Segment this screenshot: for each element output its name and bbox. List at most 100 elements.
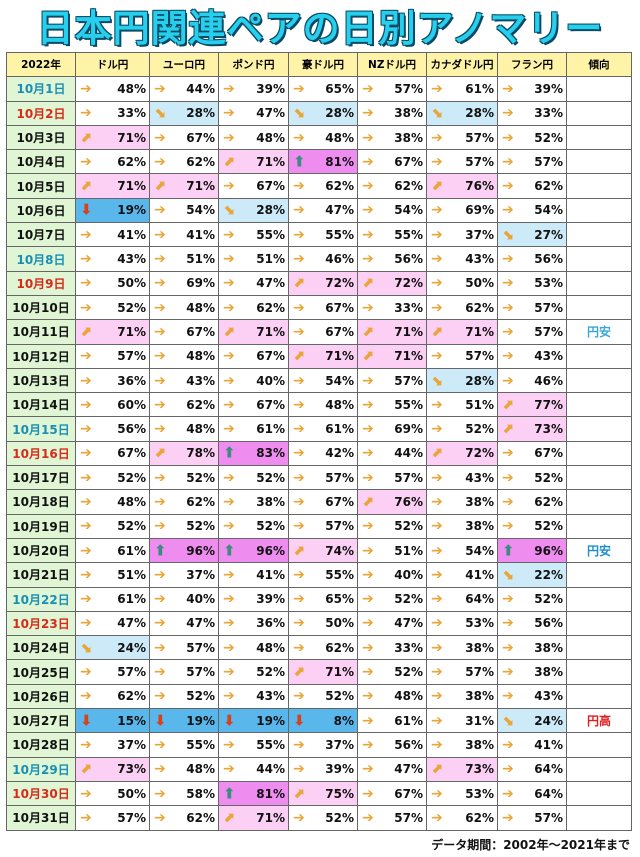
value-cell: ⬈ 71% xyxy=(357,343,427,369)
table-row: 10月28日 ➔ 37% ➔ 55% ➔ 55% ➔ 37% ➔ 56% ➔ 38% ➔ 41% xyxy=(6,732,632,758)
right-arrow-icon: ➔ xyxy=(502,153,514,170)
right-arrow-icon: ➔ xyxy=(223,639,235,656)
value-text: 62% xyxy=(186,397,215,412)
value-text: 67% xyxy=(186,130,215,145)
value-cell: ⬆ 83% xyxy=(218,440,289,467)
value-cell: ➔ 38% xyxy=(426,513,498,539)
up-arrow-icon: ⬆ xyxy=(223,784,236,803)
right-arrow-icon: ➔ xyxy=(431,566,443,583)
value-cell: ➔ 54% xyxy=(149,197,219,224)
value-text: 48% xyxy=(186,422,215,437)
right-arrow-icon: ➔ xyxy=(293,251,305,268)
right-arrow-icon: ➔ xyxy=(223,396,235,413)
value-cell: ➔ 41% xyxy=(426,562,498,588)
value-cell: ➔ 42% xyxy=(288,440,358,467)
right-arrow-icon: ➔ xyxy=(293,761,305,778)
value-text: 48% xyxy=(325,397,354,412)
value-text: 67% xyxy=(117,446,146,461)
value-text: 62% xyxy=(534,494,563,509)
value-cell: ➔ 43% xyxy=(497,683,567,710)
trend-cell xyxy=(566,659,632,685)
value-cell: ⬈ 71% xyxy=(75,173,150,199)
value-text: 43% xyxy=(465,252,494,267)
value-text: 62% xyxy=(325,640,354,655)
value-text: 71% xyxy=(256,810,285,825)
value-text: 28% xyxy=(256,203,285,218)
value-cell: ➔ 55% xyxy=(218,732,289,758)
right-arrow-icon: ➔ xyxy=(293,178,305,195)
value-cell: ➔ 44% xyxy=(149,76,219,102)
trend-cell xyxy=(566,805,632,831)
right-arrow-icon: ➔ xyxy=(362,299,374,316)
value-text: 67% xyxy=(394,154,423,169)
value-cell: ⬈ 78% xyxy=(149,440,219,467)
value-text: 52% xyxy=(256,665,285,680)
right-arrow-icon: ➔ xyxy=(154,348,166,365)
value-cell: ➔ 69% xyxy=(357,416,427,442)
right-arrow-icon: ➔ xyxy=(223,493,235,510)
right-arrow-icon: ➔ xyxy=(80,445,92,462)
value-cell: ➔ 62% xyxy=(75,683,150,710)
value-text: 52% xyxy=(325,810,354,825)
right-arrow-icon: ➔ xyxy=(362,591,374,608)
value-cell: ⬊ 28% xyxy=(149,100,219,126)
value-cell: ➔ 57% xyxy=(497,294,567,321)
value-text: 73% xyxy=(117,762,146,777)
value-cell: ➔ 37% xyxy=(288,732,358,758)
down-right-arrow-icon: ⬊ xyxy=(154,105,166,122)
value-text: 47% xyxy=(394,616,423,631)
up-arrow-icon: ⬆ xyxy=(223,443,236,462)
value-text: 57% xyxy=(465,130,494,145)
value-cell: ➔ 64% xyxy=(426,586,498,612)
value-cell: ➔ 57% xyxy=(149,635,219,661)
value-text: 47% xyxy=(256,276,285,291)
value-text: 61% xyxy=(117,592,146,607)
right-arrow-icon: ➔ xyxy=(80,105,92,122)
table-row: 10月8日 ➔ 43% ➔ 51% ➔ 51% ➔ 46% ➔ 56% ➔ 43% ➔ 56% xyxy=(6,246,632,272)
value-text: 55% xyxy=(394,397,423,412)
value-cell: ➔ 52% xyxy=(357,513,427,539)
right-arrow-icon: ➔ xyxy=(293,566,305,583)
date-cell: 10月12日 xyxy=(6,343,76,369)
table-row: 10月22日 ➔ 61% ➔ 40% ➔ 39% ➔ 65% ➔ 52% ➔ 64% ➔ 52% xyxy=(6,586,632,612)
value-cell: ➔ 57% xyxy=(426,659,498,685)
value-cell: ⬆ 96% xyxy=(149,537,219,564)
right-arrow-icon: ➔ xyxy=(154,664,166,681)
right-arrow-icon: ➔ xyxy=(223,251,235,268)
value-cell: ➔ 40% xyxy=(218,367,289,394)
value-cell: ⬈ 73% xyxy=(497,416,567,442)
value-cell: ➔ 46% xyxy=(497,367,567,394)
header-nzdjpy: NZドル円 xyxy=(357,51,427,78)
value-text: 39% xyxy=(256,81,285,96)
value-text: 65% xyxy=(325,592,354,607)
date-cell: 10月3日 xyxy=(6,124,76,151)
date-cell: 10月27日 xyxy=(6,708,76,734)
right-arrow-icon: ➔ xyxy=(502,591,514,608)
value-text: 62% xyxy=(394,179,423,194)
value-cell: ⬈ 72% xyxy=(357,270,427,296)
table-row: 10月12日 ➔ 57% ➔ 48% ➔ 67% ⬈ 71% ⬈ 71% ➔ 57% ➔ 43% xyxy=(6,343,632,369)
value-text: 62% xyxy=(117,154,146,169)
value-cell: ➔ 54% xyxy=(497,197,567,224)
value-text: 58% xyxy=(186,786,215,801)
right-arrow-icon: ➔ xyxy=(223,761,235,778)
value-text: 53% xyxy=(465,786,494,801)
value-text: 55% xyxy=(325,227,354,242)
value-text: 39% xyxy=(256,592,285,607)
value-cell: ➔ 62% xyxy=(75,149,150,175)
value-cell: ➔ 69% xyxy=(426,197,498,224)
right-arrow-icon: ➔ xyxy=(80,251,92,268)
right-arrow-icon: ➔ xyxy=(154,80,166,97)
value-text: 46% xyxy=(534,373,563,388)
right-arrow-icon: ➔ xyxy=(80,785,92,802)
value-cell: ➔ 51% xyxy=(75,562,150,588)
right-arrow-icon: ➔ xyxy=(80,299,92,316)
value-text: 69% xyxy=(394,422,423,437)
value-cell: ➔ 67% xyxy=(218,392,289,418)
trend-cell xyxy=(566,343,632,369)
value-text: 52% xyxy=(186,519,215,534)
value-cell: ➔ 37% xyxy=(75,732,150,758)
right-arrow-icon: ➔ xyxy=(502,105,514,122)
date-cell: 10月20日 xyxy=(6,537,76,564)
value-text: 71% xyxy=(117,324,146,339)
